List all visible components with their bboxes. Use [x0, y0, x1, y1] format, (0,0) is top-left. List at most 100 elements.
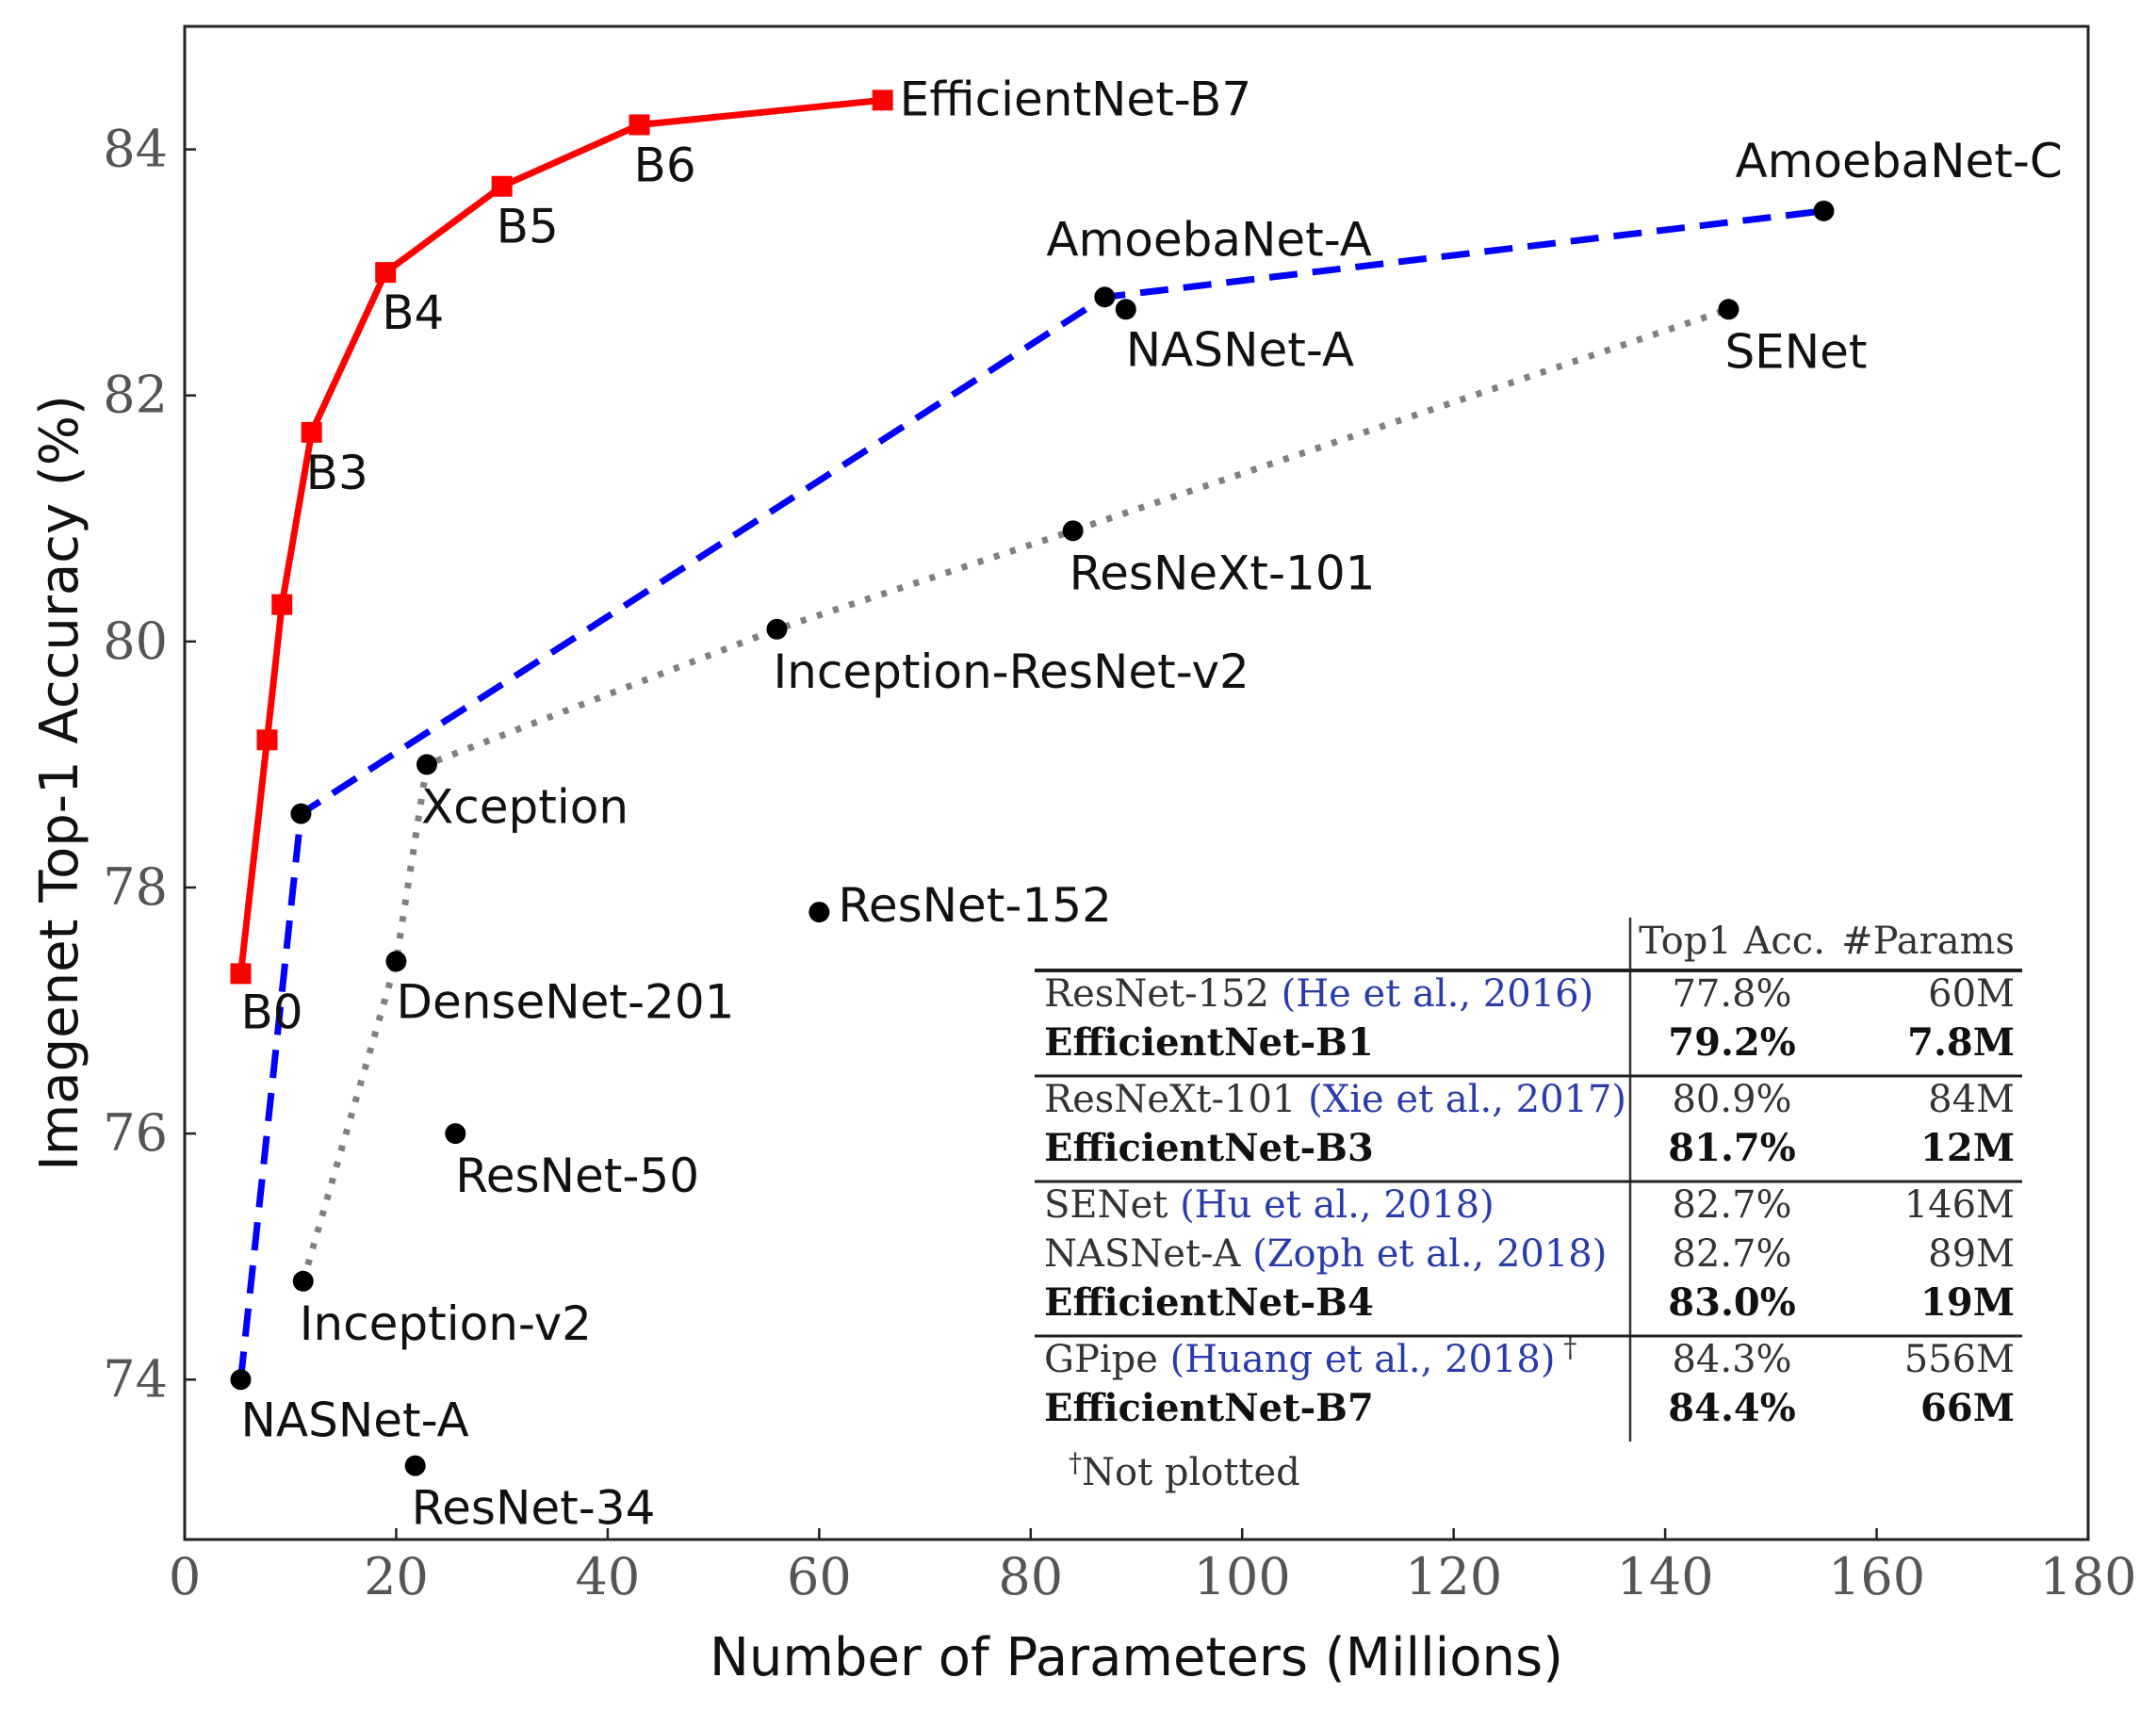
table-footnote: †Not plotted: [1069, 1447, 1300, 1494]
table-model-cell: EfficientNet-B7: [1044, 1386, 1374, 1430]
series-marker: [290, 803, 312, 824]
inset-table: Top1 Acc. #Params ResNet-152 (He et al., 2…: [1035, 918, 2022, 1494]
x-tick-label: 20: [364, 1547, 429, 1606]
series-marker: [872, 90, 893, 111]
series-marker: [1094, 286, 1116, 308]
table-citation: (Zoph et al., 2018): [1240, 1232, 1607, 1276]
point-label: B4: [382, 285, 444, 340]
table-model-cell: EfficientNet-B4: [1044, 1280, 1374, 1325]
series-marker: [808, 902, 830, 923]
table-model-cell: ResNeXt-101 (Xie et al., 2017): [1044, 1078, 1626, 1121]
x-tick-label: 100: [1194, 1547, 1291, 1606]
table-model-name: SENet: [1044, 1183, 1168, 1227]
table-model-cell: EfficientNet-B3: [1044, 1126, 1374, 1170]
series-marker: [491, 175, 513, 197]
point-label: NASNet-A: [240, 1393, 468, 1447]
table-citation: (He et al., 2016): [1269, 972, 1593, 1016]
point-label: EfficientNet-B7: [900, 72, 1252, 126]
series-marker: [256, 729, 278, 751]
table-params-cell: 66M: [1920, 1386, 2015, 1430]
y-tick-label: 84: [103, 120, 168, 179]
table-model-cell: ResNet-152 (He et al., 2016): [1044, 972, 1593, 1016]
table-acc-cell: 80.9%: [1672, 1078, 1791, 1121]
y-tick-label: 80: [103, 611, 168, 671]
x-tick-label: 160: [1828, 1547, 1925, 1606]
point-labels: B0 B3 B4 B5 B6 EfficientNet-B7 NASNet-A AmoebaN…: [240, 72, 2062, 1535]
series-marker: [292, 1270, 314, 1292]
point-label: NASNet-A: [1126, 322, 1354, 377]
footnote-text: Not plotted: [1082, 1451, 1300, 1494]
series-marker: [385, 951, 407, 972]
table-model-cell: NASNet-A (Zoph et al., 2018): [1044, 1232, 1607, 1276]
table-acc-cell: 81.7%: [1668, 1126, 1795, 1170]
point-label: B6: [634, 138, 696, 192]
x-tick-label: 60: [787, 1547, 852, 1606]
table-model-cell: SENet (Hu et al., 2018): [1044, 1183, 1494, 1227]
table-model-name: ResNeXt-101: [1044, 1078, 1296, 1121]
x-tick-label: 120: [1405, 1547, 1502, 1606]
table-params-cell: 84M: [1928, 1078, 2015, 1121]
series-marker: [629, 114, 650, 136]
series-marker: [416, 754, 437, 775]
series-marker: [1062, 520, 1084, 542]
point-label: ResNet-152: [838, 878, 1112, 933]
series-line-0: [237, 96, 884, 974]
series-marker: [1813, 200, 1835, 221]
point-label: B0: [240, 985, 302, 1039]
table-params-cell: 7.8M: [1907, 1020, 2015, 1065]
point-label: AmoebaNet-C: [1735, 134, 2062, 188]
table-params-cell: 19M: [1920, 1280, 2015, 1325]
point-label: B3: [306, 446, 368, 500]
table-header-acc: Top1 Acc.: [1639, 920, 1825, 963]
point-label: Xception: [421, 779, 629, 834]
table-model-cell: EfficientNet-B1: [1044, 1020, 1374, 1065]
x-tick-label: 80: [998, 1547, 1063, 1606]
table-params-cell: 60M: [1928, 972, 2015, 1016]
series-marker: [230, 963, 252, 985]
y-tick-label: 78: [103, 857, 168, 917]
table-model-name: EfficientNet-B3: [1044, 1126, 1374, 1170]
series-marker: [445, 1123, 466, 1145]
y-tick-label: 74: [103, 1349, 168, 1409]
table-model-name: ResNet-152: [1044, 972, 1269, 1016]
table-model-name: EfficientNet-B1: [1044, 1020, 1374, 1065]
table-model-name: NASNet-A: [1044, 1232, 1242, 1276]
table-model-cell: GPipe (Huang et al., 2018) †: [1044, 1332, 1576, 1381]
table-citation: (Huang et al., 2018): [1158, 1338, 1556, 1381]
table-header-params: #Params: [1841, 920, 2015, 963]
series-marker: [230, 1369, 252, 1391]
point-label: ResNeXt-101: [1070, 546, 1376, 600]
point-label: ResNet-34: [412, 1481, 656, 1536]
series-line-1: [237, 207, 1824, 1380]
x-tick-label: 0: [169, 1547, 201, 1606]
x-tick-label: 180: [2039, 1547, 2136, 1606]
y-tick-label: 76: [103, 1103, 168, 1163]
point-label: Inception-v2: [300, 1296, 592, 1351]
y-axis-title: Imagenet Top-1 Accuracy (%): [29, 395, 90, 1171]
table-acc-cell: 84.3%: [1672, 1338, 1791, 1381]
series-marker: [766, 618, 788, 640]
series-layer: [230, 90, 1835, 1476]
x-axis-title: Number of Parameters (Millions): [710, 1627, 1563, 1688]
table-model-name: EfficientNet-B7: [1044, 1386, 1374, 1430]
table-acc-cell: 77.8%: [1672, 972, 1791, 1016]
table-params-cell: 556M: [1904, 1338, 2015, 1381]
table-model-name: EfficientNet-B4: [1044, 1280, 1374, 1325]
series-marker: [1115, 299, 1136, 320]
footnote-mark: †: [1069, 1447, 1082, 1478]
point-label: B5: [497, 200, 559, 254]
table-acc-cell: 84.4%: [1668, 1386, 1795, 1430]
table-acc-cell: 82.7%: [1672, 1232, 1791, 1276]
series-marker: [301, 421, 322, 443]
table-acc-cell: 83.0%: [1668, 1280, 1795, 1325]
point-label: SENet: [1724, 324, 1867, 379]
table-citation: (Xie et al., 2017): [1296, 1078, 1626, 1121]
series-marker: [375, 262, 397, 284]
x-tick-label: 140: [1617, 1547, 1714, 1606]
y-tick-label: 82: [103, 366, 168, 425]
table-acc-cell: 82.7%: [1672, 1183, 1791, 1227]
axes: 0 20 40 60 80 100 120 140 160 180 74 76 78 80 82 84: [103, 120, 2136, 1606]
table-dagger: †: [1555, 1332, 1576, 1363]
series-marker: [404, 1455, 426, 1476]
